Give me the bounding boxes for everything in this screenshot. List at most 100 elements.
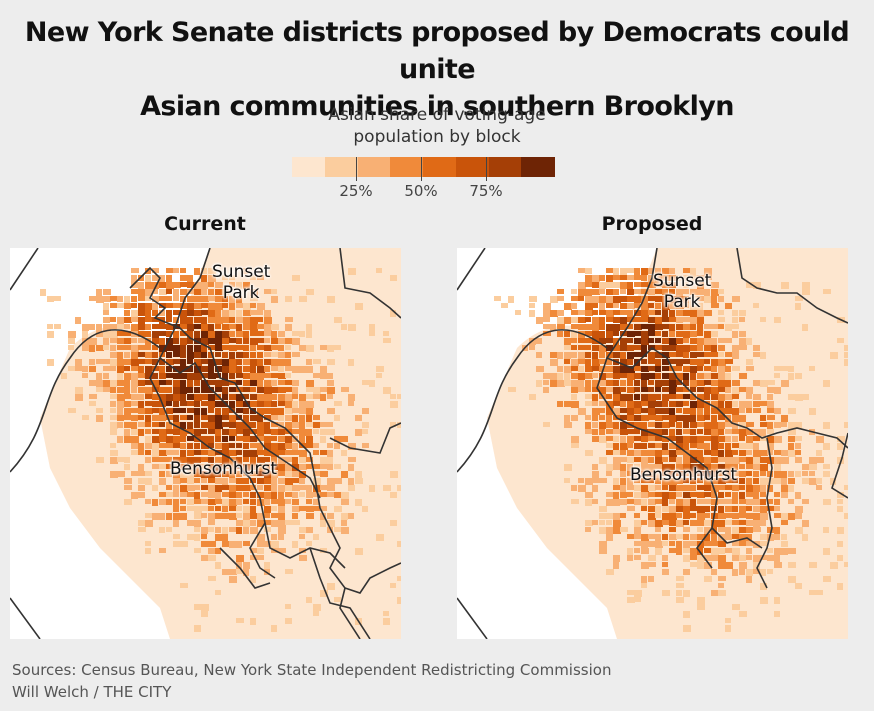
block bbox=[739, 464, 745, 469]
block bbox=[103, 380, 111, 387]
block bbox=[145, 450, 151, 455]
block bbox=[571, 415, 578, 421]
block bbox=[739, 506, 746, 513]
block bbox=[823, 548, 830, 555]
block bbox=[662, 562, 668, 567]
block bbox=[250, 275, 256, 280]
block bbox=[187, 485, 195, 491]
block bbox=[257, 366, 265, 373]
block bbox=[117, 380, 125, 386]
block bbox=[320, 429, 327, 435]
block bbox=[201, 485, 209, 490]
block bbox=[103, 296, 111, 302]
block bbox=[655, 443, 662, 448]
block bbox=[795, 506, 803, 513]
block bbox=[257, 401, 264, 407]
block bbox=[138, 282, 144, 289]
block bbox=[704, 541, 711, 546]
block bbox=[620, 492, 627, 498]
block bbox=[327, 450, 333, 457]
block bbox=[180, 492, 188, 497]
block bbox=[690, 289, 698, 295]
block bbox=[725, 422, 733, 427]
block bbox=[187, 387, 193, 393]
block bbox=[627, 499, 635, 504]
block bbox=[334, 436, 341, 442]
block bbox=[327, 492, 334, 497]
block bbox=[732, 317, 738, 323]
block bbox=[599, 296, 606, 303]
block bbox=[634, 429, 640, 434]
block bbox=[159, 513, 165, 520]
block bbox=[767, 387, 774, 393]
block bbox=[194, 310, 202, 316]
block bbox=[683, 555, 690, 562]
district-boundary bbox=[159, 357, 321, 499]
block bbox=[236, 513, 242, 518]
district-boundary bbox=[264, 522, 346, 569]
block bbox=[844, 422, 848, 428]
block bbox=[585, 282, 592, 287]
block bbox=[571, 380, 578, 387]
block bbox=[683, 520, 689, 525]
block bbox=[767, 422, 773, 429]
block bbox=[110, 303, 117, 308]
block bbox=[746, 450, 752, 455]
block bbox=[739, 401, 746, 408]
block bbox=[145, 471, 152, 476]
block bbox=[704, 555, 712, 561]
block bbox=[571, 324, 579, 329]
block bbox=[278, 436, 285, 442]
block bbox=[194, 464, 201, 471]
block bbox=[96, 345, 104, 351]
block bbox=[655, 429, 662, 436]
block bbox=[662, 555, 668, 561]
block bbox=[257, 436, 265, 441]
block bbox=[711, 289, 719, 296]
block bbox=[236, 618, 244, 623]
block bbox=[257, 317, 263, 322]
block bbox=[173, 415, 179, 422]
block bbox=[173, 317, 179, 323]
block bbox=[606, 268, 614, 273]
block bbox=[543, 317, 550, 322]
block bbox=[564, 415, 570, 422]
block bbox=[327, 478, 335, 485]
block bbox=[585, 380, 591, 387]
block bbox=[145, 303, 153, 310]
block bbox=[152, 268, 159, 273]
block bbox=[802, 534, 808, 541]
block bbox=[711, 450, 718, 456]
block bbox=[606, 492, 614, 497]
block bbox=[152, 443, 159, 450]
block bbox=[732, 492, 738, 499]
block bbox=[697, 485, 705, 490]
block bbox=[243, 268, 250, 274]
block bbox=[697, 380, 705, 386]
block bbox=[180, 296, 186, 302]
block bbox=[215, 366, 223, 372]
block bbox=[662, 394, 669, 401]
block bbox=[236, 541, 242, 548]
block bbox=[201, 527, 208, 534]
block bbox=[131, 492, 138, 499]
block bbox=[257, 408, 264, 415]
legend-title-line2: population by block bbox=[353, 127, 521, 147]
block bbox=[732, 415, 740, 422]
block bbox=[236, 282, 242, 289]
block bbox=[613, 352, 621, 358]
block bbox=[131, 429, 138, 435]
block bbox=[173, 373, 181, 379]
block bbox=[278, 471, 285, 476]
block bbox=[732, 345, 739, 352]
block bbox=[578, 373, 585, 380]
block bbox=[236, 331, 244, 337]
block bbox=[362, 443, 369, 448]
block bbox=[774, 436, 782, 443]
block bbox=[306, 499, 312, 504]
block bbox=[243, 282, 250, 289]
block bbox=[327, 485, 335, 491]
block bbox=[166, 450, 174, 455]
block bbox=[697, 422, 704, 427]
block bbox=[138, 485, 145, 491]
